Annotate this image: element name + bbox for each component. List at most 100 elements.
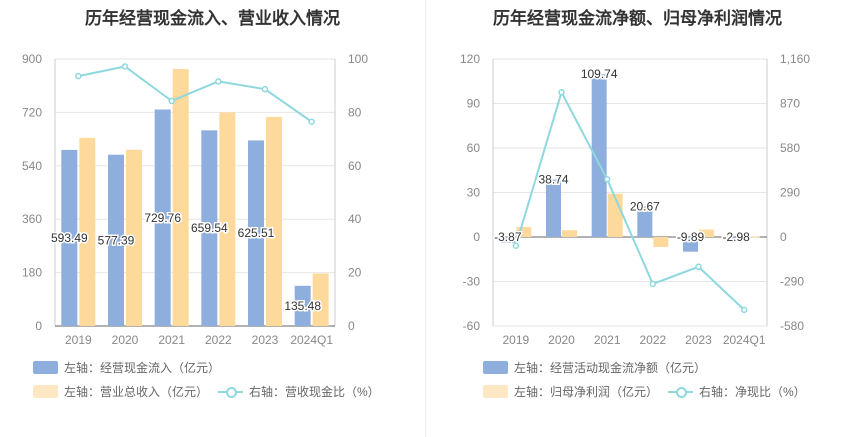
bar-primary	[294, 285, 311, 326]
y-tick-right: 0	[348, 319, 355, 333]
ratio-line	[78, 65, 313, 123]
y-tick-left: 720	[22, 105, 42, 119]
y-tick-left: -30	[463, 275, 481, 289]
y-tick-left: 60	[467, 141, 481, 155]
y-tick-right: 580	[780, 141, 800, 155]
bar-secondary	[172, 69, 189, 326]
y-tick-left: 180	[22, 266, 42, 280]
y-tick-right: 100	[348, 52, 368, 66]
data-label: -3.87	[494, 230, 522, 244]
y-tick-left: 900	[22, 52, 42, 66]
x-tick-label: 2023	[252, 333, 279, 347]
ratio-point	[649, 280, 657, 288]
x-tick-label: 2020	[112, 333, 139, 347]
legend-swatch-orange	[483, 385, 508, 398]
y-tick-left: -60	[463, 319, 481, 333]
bar-secondary	[312, 273, 329, 326]
ratio-point	[512, 242, 520, 249]
legend-item-net-cash[interactable]: 左轴：经营活动现金流净额（亿元）	[483, 359, 706, 376]
legend-swatch-orange	[33, 385, 58, 398]
y-tick-left: 120	[460, 52, 480, 66]
ratio-point	[603, 176, 611, 183]
legend-swatch-line	[668, 385, 693, 398]
data-label: -2.98	[722, 230, 750, 244]
ratio-point	[558, 89, 565, 96]
y-tick-right: 80	[348, 105, 362, 119]
x-tick-label: 2023	[685, 333, 712, 347]
legend-item-cash-inflow[interactable]: 左轴：经营现金流入（亿元）	[33, 359, 220, 376]
legend-item-cash-ratio[interactable]: 右轴：营收现金比（%）	[218, 383, 380, 400]
y-tick-left: 360	[22, 212, 42, 226]
x-tick-label: 2020	[548, 333, 575, 347]
y-tick-right: -580	[780, 319, 804, 333]
right-chart-panel: 历年经营现金流净额、归母净利润情况 -60 -580 -30 -290 0 0 30 290 6…	[425, 0, 850, 437]
legend-label: 左轴：营业总收入（亿元）	[64, 385, 209, 399]
x-tick-label: 2024Q1	[290, 333, 333, 347]
left-chart-panel: 历年经营现金流入、营业收入情况 0 0 180 20 360 40 540 60 720 80 90…	[22, 9, 380, 400]
bar-primary	[500, 237, 516, 243]
y-tick-left: 0	[473, 230, 480, 244]
y-tick-left: 0	[35, 319, 42, 333]
legend-label: 右轴：营收现金比（%）	[249, 385, 380, 399]
y-tick-left: 540	[22, 159, 42, 173]
legend-item-revenue[interactable]: 左轴：营业总收入（亿元）	[33, 383, 208, 400]
bar-primary	[248, 140, 264, 326]
y-tick-left: 90	[467, 97, 481, 111]
x-tick-label: 2019	[502, 333, 529, 347]
x-tick-label: 2021	[594, 333, 621, 347]
y-tick-right: 1,160	[780, 52, 810, 66]
x-tick-label: 2019	[65, 333, 92, 347]
left-chart-title: 历年经营现金流入、营业收入情况	[85, 9, 340, 28]
data-label: -9.89	[677, 230, 705, 244]
ratio-point	[695, 263, 702, 271]
data-label: 659.54	[191, 221, 228, 235]
bar-secondary	[266, 116, 282, 326]
bar-primary	[154, 109, 171, 326]
y-tick-left: 30	[467, 186, 481, 200]
legend-swatch-line	[218, 385, 243, 398]
data-label: 20.67	[630, 199, 660, 213]
y-tick-right: -290	[780, 275, 804, 289]
ratio-point	[121, 63, 129, 70]
right-chart-plot: -60 -580 -30 -290 0 0 30 290 60 580 90 870 120 1,160 2…	[460, 52, 810, 347]
data-label: 625.51	[238, 226, 275, 240]
bar-secondary	[562, 230, 577, 237]
ratio-point	[308, 118, 315, 125]
x-tick-label: 2022	[205, 333, 232, 347]
data-label: 135.48	[284, 299, 321, 313]
bar-secondary	[126, 149, 142, 326]
bar-primary	[637, 206, 653, 237]
bar-primary	[728, 237, 744, 242]
ratio-point	[740, 306, 748, 314]
legend-item-net-profit[interactable]: 左轴：归母净利润（亿元）	[483, 383, 658, 400]
bar-secondary	[516, 226, 532, 237]
legend-label: 左轴：归母净利润（亿元）	[514, 385, 659, 399]
bar-secondary	[699, 229, 714, 237]
bar-primary	[683, 237, 698, 252]
bar-primary	[108, 154, 124, 326]
y-tick-right: 290	[780, 186, 800, 200]
legend-item-net-cash-ratio[interactable]: 右轴：净现比（%）	[668, 383, 806, 400]
x-tick-label: 2022	[639, 333, 666, 347]
bar-primary	[201, 130, 218, 326]
ratio-point	[215, 78, 222, 85]
ratio-point	[168, 97, 175, 105]
bar-secondary	[219, 112, 236, 327]
ratio-line	[514, 89, 745, 311]
ratio-point	[261, 85, 269, 93]
data-label: 109.74	[581, 67, 618, 81]
data-label: 729.76	[144, 211, 181, 225]
legend-label: 左轴：经营现金流入（亿元）	[64, 361, 221, 375]
y-tick-right: 20	[348, 266, 362, 280]
right-chart-title: 历年经营现金流净额、归母净利润情况	[493, 9, 782, 28]
panel-divider	[425, 0, 426, 437]
legend-swatch-blue	[33, 361, 58, 374]
bar-secondary	[653, 237, 669, 247]
ratio-point	[75, 72, 82, 80]
bar-primary	[591, 74, 607, 238]
legend-label: 左轴：经营活动现金流净额（亿元）	[514, 361, 707, 375]
bar-primary	[546, 179, 561, 237]
left-chart-plot: 0 0 180 20 360 40 540 60 720 80 900 100 2019 2020 2021…	[22, 52, 368, 347]
bar-secondary	[607, 193, 623, 237]
y-tick-right: 0	[780, 230, 787, 244]
